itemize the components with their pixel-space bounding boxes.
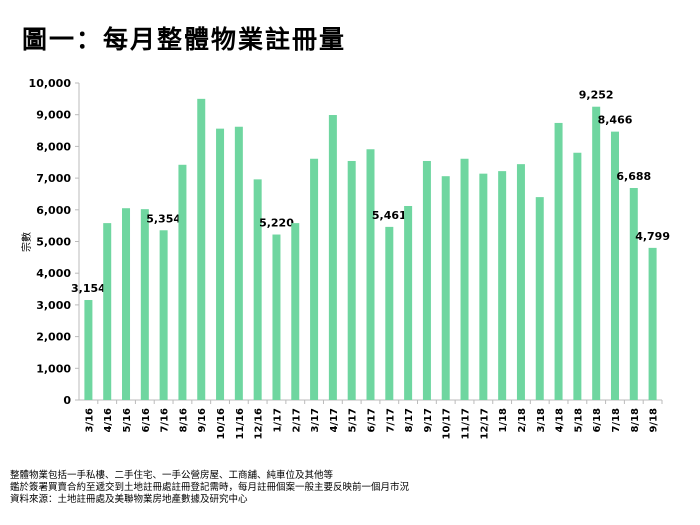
bar-5/16	[122, 208, 131, 400]
x-tick-label: 12/17	[479, 408, 490, 440]
x-tick-label: 4/16	[103, 408, 114, 433]
x-tick-label: 6/17	[367, 408, 378, 433]
bar-3/18	[535, 197, 544, 400]
x-tick-label: 6/16	[141, 408, 152, 433]
x-tick-label: 5/16	[122, 408, 133, 433]
bar-2/17	[291, 223, 300, 400]
x-tick-label: 4/18	[555, 408, 566, 433]
x-tick-label: 7/17	[385, 408, 396, 433]
bar-8/18	[629, 187, 638, 400]
bar-8/16	[178, 164, 187, 400]
bar-7/17	[385, 226, 394, 400]
bar-11/17	[460, 158, 469, 400]
chart-title: 圖一：每月整體物業註冊量	[22, 25, 347, 54]
data-label: 8,466	[598, 114, 633, 127]
bar-6/16	[140, 209, 149, 400]
footnote-timing: 鑑於簽署買賣合約至遞交到土地註冊處註冊登記需時，每月註冊個案一般主要反映前一個月…	[10, 482, 410, 493]
x-tick-label: 5/17	[348, 408, 359, 433]
y-tick-label: 4,000	[36, 267, 71, 280]
x-tick-label: 8/18	[630, 408, 641, 433]
x-tick-label: 11/16	[235, 408, 246, 440]
bar-4/18	[554, 122, 563, 400]
x-tick-label: 9/18	[649, 408, 660, 433]
x-tick-label: 11/17	[461, 408, 472, 440]
bar-9/16	[197, 98, 206, 400]
bar-10/16	[216, 128, 225, 400]
y-tick-label: 5,000	[36, 236, 71, 249]
x-tick-label: 4/17	[329, 408, 340, 433]
x-tick-label: 2/17	[291, 408, 302, 433]
x-tick-label: 9/17	[423, 408, 434, 433]
x-tick-label: 1/18	[498, 408, 509, 433]
data-label: 4,799	[635, 230, 670, 243]
footnote-scope: 整體物業包括一手私樓、二手住宅、一手公營房屋、工商舖、純車位及其他等	[10, 470, 334, 481]
bar-8/17	[404, 205, 413, 400]
y-tick-label: 9,000	[36, 109, 71, 122]
bar-5/18	[573, 152, 582, 400]
bar-9/18	[648, 247, 657, 400]
x-tick-label: 6/18	[592, 408, 603, 433]
data-label: 3,154	[71, 282, 106, 295]
x-tick-label: 5/18	[573, 408, 584, 433]
bar-9/17	[422, 160, 431, 400]
x-tick-label: 7/18	[611, 408, 622, 433]
x-tick-label: 1/17	[272, 408, 283, 433]
bar-6/17	[366, 149, 375, 400]
bar-7/18	[610, 131, 619, 400]
data-label: 5,461	[372, 209, 407, 222]
bar-chart: 0 1,000 2,000 3,000 4,000 5,000 6,000 7,000 8,00…	[20, 77, 670, 440]
y-tick-label: 10,000	[29, 77, 72, 90]
y-tick-label: 1,000	[36, 362, 71, 375]
bar-3/16	[84, 300, 93, 400]
bar-4/17	[328, 115, 337, 400]
data-label: 6,688	[616, 170, 651, 183]
data-label: 5,354	[146, 212, 181, 225]
x-tick-label: 8/16	[178, 408, 189, 433]
bar-12/16	[253, 179, 262, 400]
bar-2/18	[516, 164, 525, 400]
bar-5/17	[347, 160, 356, 400]
y-tick-label: 3,000	[36, 299, 71, 312]
y-tick-label: 8,000	[36, 140, 71, 153]
footnote-source: 資料來源：土地註冊處及美聯物業房地產數據及研究中心	[10, 494, 248, 505]
data-label: 9,252	[579, 89, 614, 102]
footnotes: 整體物業包括一手私樓、二手住宅、一手公營房屋、工商舖、純車位及其他等 鑑於簽署買…	[10, 470, 409, 506]
y-axis-label: 宗數	[20, 232, 33, 252]
y-tick-label: 6,000	[36, 204, 71, 217]
x-tick-label: 10/17	[442, 408, 453, 440]
x-tick-label: 12/16	[254, 408, 265, 440]
y-tick-label: 2,000	[36, 331, 71, 344]
bar-6/18	[592, 106, 601, 400]
x-tick-label: 8/17	[404, 408, 415, 433]
y-tick-label: 7,000	[36, 172, 71, 185]
x-tick-label: 10/16	[216, 408, 227, 440]
bar-11/16	[234, 126, 243, 400]
bar-3/17	[310, 158, 319, 400]
bar-7/16	[159, 230, 168, 400]
x-tick-label: 3/16	[84, 408, 95, 433]
x-tick-label: 2/18	[517, 408, 528, 433]
bar-4/16	[103, 223, 112, 400]
x-tick-label: 7/16	[160, 408, 171, 433]
x-tick-label: 3/18	[536, 408, 547, 433]
bar-1/17	[272, 234, 281, 400]
y-tick-label: 0	[63, 394, 71, 407]
x-tick-label: 3/17	[310, 408, 321, 433]
data-label: 5,220	[259, 217, 294, 230]
bar-12/17	[479, 173, 488, 400]
bar-10/17	[441, 176, 450, 400]
x-tick-label: 9/16	[197, 408, 208, 433]
bar-1/18	[498, 171, 507, 400]
